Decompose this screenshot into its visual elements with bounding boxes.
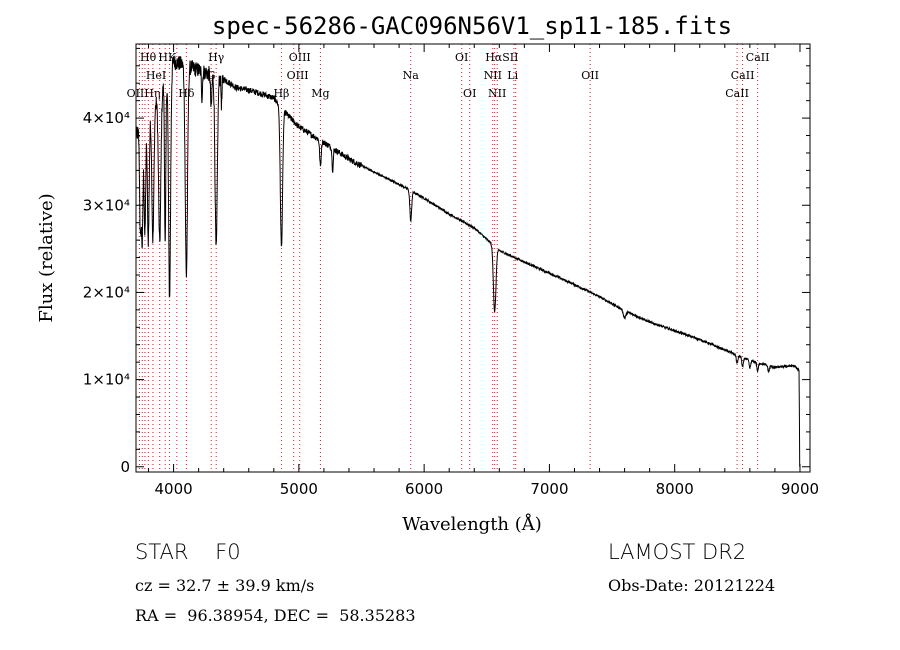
x-tick-label: 7000 xyxy=(530,480,568,498)
line-label: G xyxy=(207,69,216,82)
y-tick-label: 4×10⁴ xyxy=(83,109,130,127)
x-tick-label: 9000 xyxy=(781,480,819,498)
line-label: Hγ xyxy=(208,51,225,64)
survey-name: LAMOST DR2 xyxy=(608,540,747,564)
y-tick-label: 3×10⁴ xyxy=(83,196,130,214)
y-tick-label: 2×10⁴ xyxy=(83,283,130,301)
line-label: CaII xyxy=(725,87,749,100)
x-tick-label: 4000 xyxy=(154,480,192,498)
x-axis-label: Wavelength (Å) xyxy=(402,513,542,535)
ra-dec-coordinates: RA = 96.38954, DEC = 58.35283 xyxy=(135,606,416,625)
y-axis-label: Flux (relative) xyxy=(36,193,57,322)
line-label: HαSII xyxy=(485,51,518,64)
line-label: HeI xyxy=(146,69,166,82)
line-label: NII xyxy=(488,87,506,100)
line-label: Hδ xyxy=(178,87,195,100)
line-label: OI xyxy=(455,51,468,64)
line-label: OIII xyxy=(289,51,311,64)
line-label: NII xyxy=(484,69,502,82)
spectrum-line xyxy=(136,55,801,467)
line-label: Na xyxy=(403,69,420,82)
x-tick-label: 5000 xyxy=(280,480,318,498)
line-label: OI xyxy=(463,87,476,100)
chart-title: spec-56286-GAC096N56V1_sp11-185.fits xyxy=(212,12,732,40)
line-label: Li xyxy=(507,69,518,82)
x-tick-label: 6000 xyxy=(405,480,443,498)
line-label: OII xyxy=(581,69,599,82)
line-label: CaII xyxy=(746,51,770,64)
x-tick-label: 8000 xyxy=(656,480,694,498)
line-label: OIII xyxy=(287,69,309,82)
redshift-velocity: cz = 32.7 ± 39.9 km/s xyxy=(135,576,315,595)
plot-frame xyxy=(135,43,811,473)
y-tick-label: 0 xyxy=(120,458,130,476)
line-label: Hθ xyxy=(140,51,157,64)
line-label: Mg xyxy=(311,87,329,100)
line-label: CaII xyxy=(731,69,755,82)
observation-date: Obs-Date: 20121224 xyxy=(608,576,776,595)
object-class: STAR F0 xyxy=(135,540,241,564)
line-label: Hβ xyxy=(273,87,289,100)
line-label: OIIHη xyxy=(127,87,161,100)
y-tick-label: 1×10⁴ xyxy=(83,371,130,389)
